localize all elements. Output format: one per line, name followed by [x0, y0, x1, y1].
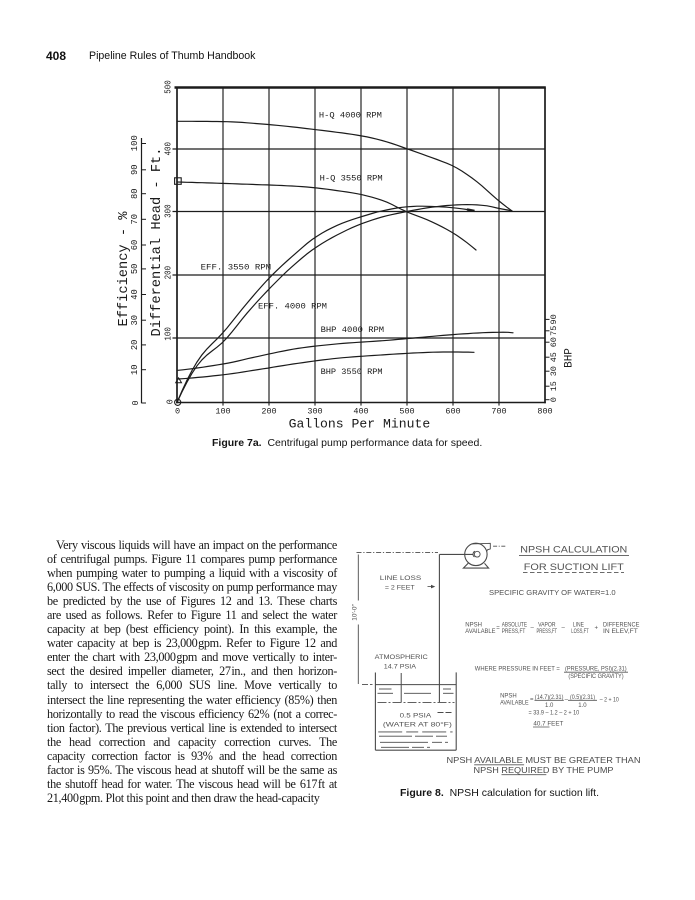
svg-text:60: 60 — [549, 337, 559, 347]
svg-text:40: 40 — [130, 289, 140, 300]
svg-text:ATMOSPHERIC: ATMOSPHERIC — [375, 654, 428, 661]
svg-text:H-Q 3550 RPM: H-Q 3550 RPM — [320, 173, 383, 183]
svg-text:EFF. 3550 RPM: EFF. 3550 RPM — [201, 263, 272, 273]
svg-text:400: 400 — [353, 406, 368, 416]
svg-text:EFF. 4000 RPM: EFF. 4000 RPM — [258, 302, 327, 312]
svg-text:– 2 + 10: – 2 + 10 — [600, 697, 620, 703]
svg-text:100: 100 — [162, 327, 173, 341]
svg-text:200: 200 — [162, 266, 173, 280]
svg-text:H-Q 4000 RPM: H-Q 4000 RPM — [319, 111, 382, 121]
svg-text:75: 75 — [549, 326, 559, 336]
svg-text:700: 700 — [491, 406, 506, 416]
svg-text:DIFFERENCE: DIFFERENCE — [603, 622, 639, 628]
svg-text:–: – — [565, 697, 569, 703]
svg-text:600: 600 — [445, 406, 460, 416]
svg-text:–: – — [531, 626, 535, 632]
svg-text:0: 0 — [549, 397, 559, 402]
svg-text:50: 50 — [130, 264, 140, 275]
svg-text:0.5 PSIA: 0.5 PSIA — [400, 712, 432, 719]
svg-text:1.0: 1.0 — [578, 703, 587, 709]
svg-text:90: 90 — [549, 314, 559, 324]
svg-text:NPSH: NPSH — [465, 622, 482, 628]
svg-text:IN ELEV,FT: IN ELEV,FT — [603, 629, 638, 635]
svg-text:1.0: 1.0 — [545, 703, 554, 709]
svg-text:70: 70 — [130, 214, 140, 225]
svg-text:14.7 PSIA: 14.7 PSIA — [384, 663, 417, 670]
svg-text:SPECIFIC GRAVITY OF WATER=1.0: SPECIFIC GRAVITY OF WATER=1.0 — [489, 588, 616, 597]
svg-text:Differential Head - Ft.: Differential Head - Ft. — [150, 148, 165, 337]
svg-text:AVAILABLE: AVAILABLE — [500, 701, 528, 707]
svg-text:0: 0 — [131, 401, 141, 406]
svg-text:15: 15 — [549, 381, 559, 391]
svg-text:30: 30 — [130, 315, 140, 326]
svg-text:NPSH AVAILABLE MUST BE GREATER: NPSH AVAILABLE MUST BE GREATER THAN — [447, 756, 641, 765]
svg-text:LINE: LINE — [573, 622, 584, 628]
svg-text:BHP 4000 RPM: BHP 4000 RPM — [321, 325, 385, 335]
svg-text:30: 30 — [549, 366, 559, 376]
svg-text:(WATER AT 80°F): (WATER AT 80°F) — [383, 721, 452, 729]
svg-text:300: 300 — [307, 406, 322, 416]
svg-text:PRESS,FT: PRESS,FT — [537, 629, 558, 635]
svg-text:–: – — [562, 626, 566, 632]
svg-text:PRESS,FT: PRESS,FT — [502, 629, 526, 635]
svg-text:FOR SUCTION LIFT: FOR SUCTION LIFT — [524, 562, 624, 573]
svg-text:500: 500 — [399, 406, 414, 416]
svg-text:=: = — [496, 626, 500, 632]
svg-text:BHP: BHP — [564, 348, 576, 368]
svg-text:60: 60 — [130, 240, 140, 251]
svg-text:(0.5)(2.31): (0.5)(2.31) — [570, 695, 595, 701]
svg-text:10: 10 — [130, 364, 140, 375]
svg-text:40.7 FEET: 40.7 FEET — [533, 722, 563, 728]
svg-text:(PRESSURE, PSI)(2.31): (PRESSURE, PSI)(2.31) — [565, 665, 627, 672]
svg-text:45: 45 — [549, 352, 559, 362]
svg-text:100: 100 — [215, 406, 230, 416]
svg-text:10′-0″: 10′-0″ — [352, 604, 359, 621]
svg-text:WHERE PRESSURE IN FEET =: WHERE PRESSURE IN FEET = — [475, 665, 560, 672]
svg-text:80: 80 — [130, 188, 140, 199]
svg-text:VAPOR: VAPOR — [538, 622, 556, 628]
svg-text:+: + — [595, 626, 599, 632]
svg-text:800: 800 — [537, 406, 552, 416]
svg-text:0: 0 — [165, 399, 176, 404]
svg-text:NPSH CALCULATION: NPSH CALCULATION — [520, 545, 627, 556]
svg-text:0: 0 — [175, 406, 180, 416]
svg-text:20: 20 — [130, 340, 140, 351]
svg-text:LINE LOSS: LINE LOSS — [380, 575, 422, 582]
svg-text:Efficiency - %: Efficiency - % — [117, 211, 132, 327]
svg-text:AVAILABLE: AVAILABLE — [465, 629, 495, 635]
svg-text:(14.7)(2.31): (14.7)(2.31) — [535, 695, 564, 701]
svg-text:LOSS,FT: LOSS,FT — [571, 629, 589, 635]
svg-text:=: = — [530, 697, 534, 703]
svg-text:300: 300 — [162, 204, 173, 218]
svg-text:200: 200 — [261, 406, 276, 416]
svg-text:= 33.9 – 1.2 – 2 + 10: = 33.9 – 1.2 – 2 + 10 — [529, 711, 580, 717]
svg-text:(SPECIFIC GRAVITY): (SPECIFIC GRAVITY) — [568, 673, 623, 680]
svg-text:NPSH REQUIRED BY THE PUMP: NPSH REQUIRED BY THE PUMP — [474, 766, 614, 775]
svg-text:ABSOLUTE: ABSOLUTE — [502, 622, 527, 628]
svg-text:500: 500 — [162, 80, 173, 94]
svg-text:100: 100 — [130, 135, 140, 151]
svg-text:400: 400 — [162, 142, 173, 156]
svg-text:= 2 FEET: = 2 FEET — [385, 584, 415, 591]
svg-text:NPSH: NPSH — [500, 694, 517, 700]
svg-text:Gallons Per Minute: Gallons Per Minute — [289, 417, 431, 432]
svg-text:BHP 3550 RPM: BHP 3550 RPM — [321, 367, 383, 377]
svg-text:90: 90 — [130, 165, 140, 176]
